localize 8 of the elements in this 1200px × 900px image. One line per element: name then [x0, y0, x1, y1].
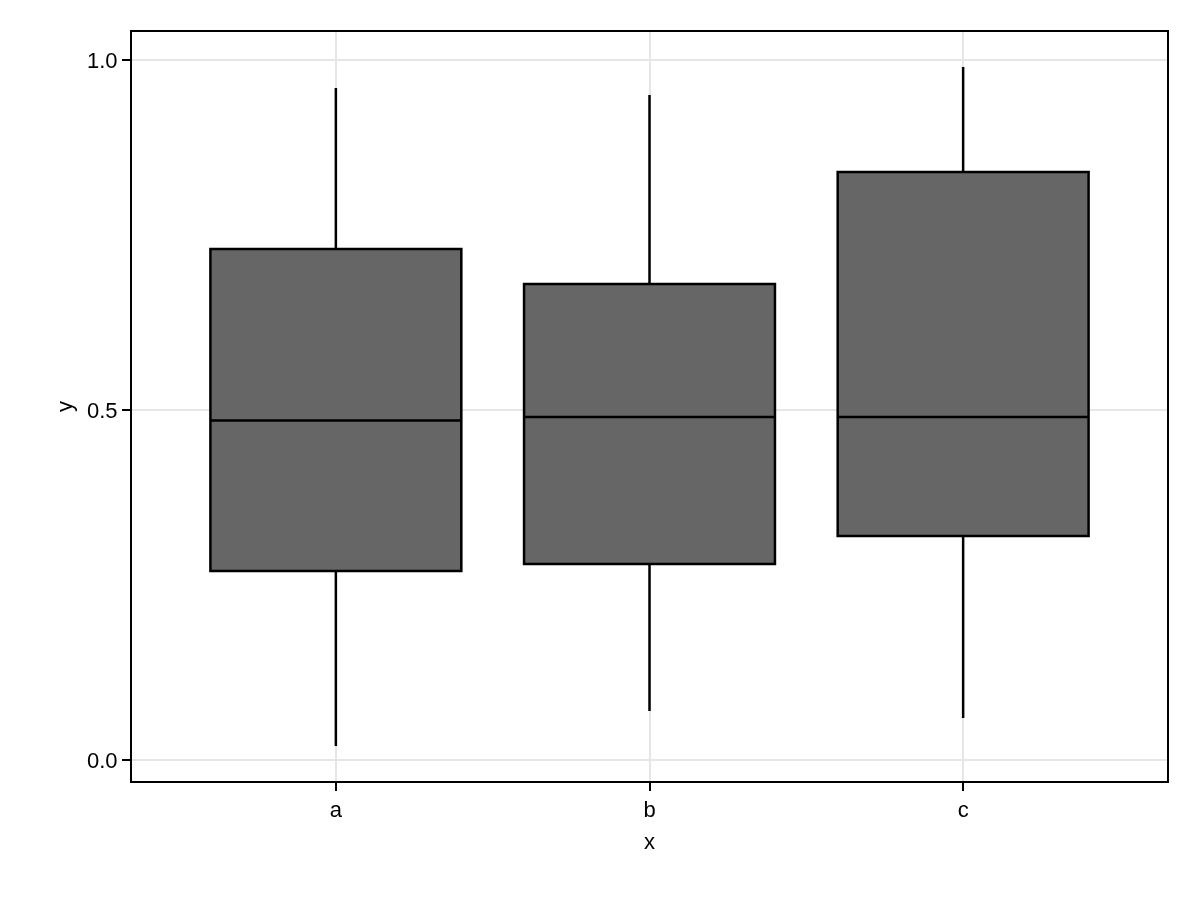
y-tick-label: 0.5: [87, 397, 118, 423]
x-tick-label: c: [957, 797, 969, 823]
y-tick-label: 1.0: [87, 47, 118, 73]
y-axis-title: y: [52, 401, 78, 412]
x-tick-label: a: [329, 797, 343, 823]
x-tick-label: b: [643, 797, 656, 823]
y-tick-label: 0.0: [87, 747, 118, 773]
x-axis-title: x: [644, 828, 655, 854]
